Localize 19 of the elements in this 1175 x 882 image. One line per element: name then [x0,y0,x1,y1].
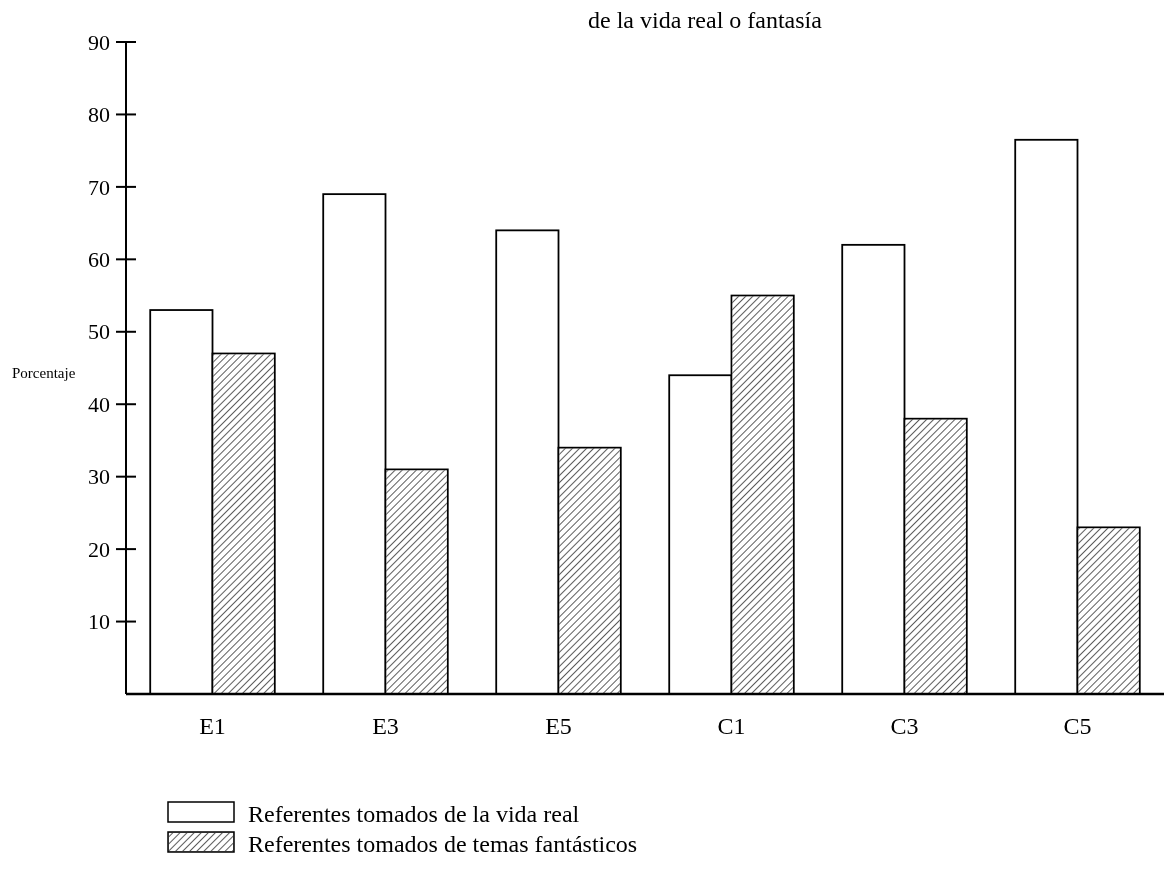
y-axis-title: Porcentaje [12,365,76,381]
y-tick-label: 20 [88,536,110,562]
y-tick-label: 40 [88,391,110,417]
x-tick-label: C1 [717,713,746,739]
legend-label: Referentes tomados de temas fantásticos [248,831,638,858]
legend-label: Referentes tomados de la vida real [248,801,580,828]
y-tick-label: 30 [88,464,110,490]
x-tick-label: E3 [372,713,399,739]
x-tick-label: E1 [199,713,226,739]
y-tick-label: 70 [88,174,110,200]
y-tick-label: 60 [88,247,110,273]
y-tick-label: 90 [88,29,110,55]
y-tick-label: 10 [88,609,110,635]
y-tick-label: 80 [88,102,110,128]
chart-title: de la vida real o fantasía [588,7,823,33]
x-tick-label: E5 [545,713,572,739]
x-tick-label: C5 [1063,713,1092,739]
y-tick-label: 50 [88,319,110,345]
x-tick-label: C3 [890,713,919,739]
